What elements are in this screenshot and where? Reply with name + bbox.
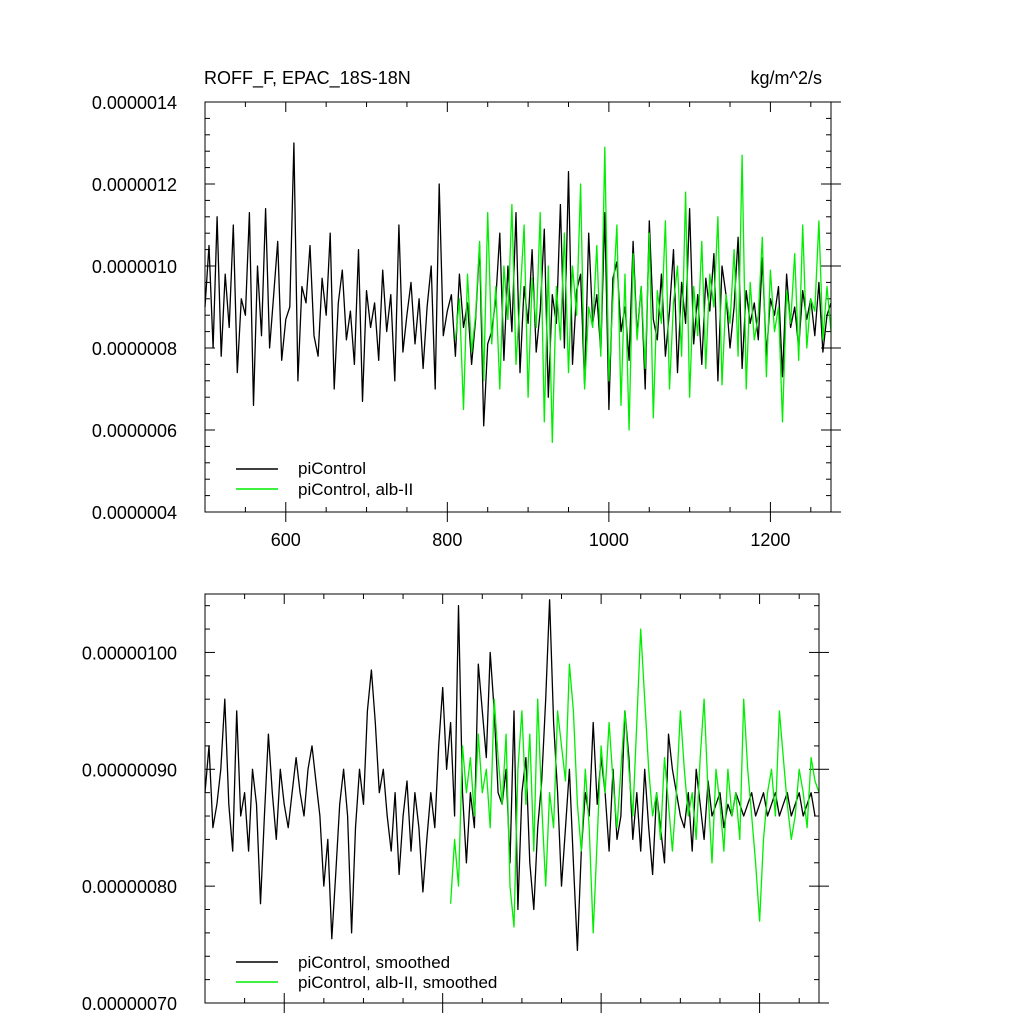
bottom-panel-legend: piControl, smoothed piControl, alb-II, s… (236, 953, 497, 992)
y-tick-label: 0.00000070 (82, 994, 177, 1014)
series-line-picontrol-alb-ii (454, 146, 832, 443)
y-tick-label: 0.0000014 (92, 93, 177, 113)
y-tick-label: 0.00000090 (82, 760, 177, 780)
top-panel-units: kg/m^2/s (751, 68, 822, 88)
bottom-panel-ticks: 0.00000070 0.00000080 0.00000090 0.00000100 (82, 594, 829, 1014)
y-tick-label: 0.00000100 (82, 643, 177, 663)
x-tick-label: 1000 (589, 530, 629, 550)
legend-label-picontrol-smoothed: piControl, smoothed (298, 953, 450, 972)
top-panel-series (204, 142, 832, 443)
series-line-picontrol (204, 599, 816, 952)
top-panel-frame (204, 101, 832, 513)
legend-label-picontrol: piControl (298, 459, 366, 478)
y-tick-label: 0.0000010 (92, 257, 177, 277)
y-tick-label: 0.0000012 (92, 175, 177, 195)
y-tick-label: 0.00000080 (82, 877, 177, 897)
bottom-panel: 0.00000070 0.00000080 0.00000090 0.00000100… (82, 593, 829, 1014)
y-tick-label: 0.0000004 (92, 503, 177, 523)
legend-label-picontrol-alb-ii: piControl, alb-II (298, 480, 413, 499)
top-panel: ROFF_F, EPAC_18S-18N kg/m^2/s 600 800 1000… (92, 68, 841, 550)
x-tick-label: 600 (271, 530, 301, 550)
x-tick-label: 800 (432, 530, 462, 550)
legend-label-picontrol-alb-ii-smoothed: piControl, alb-II, smoothed (298, 973, 497, 992)
top-panel-ticks: 600 800 1000 1200 0.0000004 0.0000006 0.000000… (92, 93, 841, 550)
bottom-panel-frame (204, 593, 820, 1004)
top-panel-title: ROFF_F, EPAC_18S-18N (204, 68, 411, 89)
series-line-picontrol-alb-ii (449, 628, 820, 934)
top-panel-legend: piControl piControl, alb-II (236, 459, 413, 499)
x-tick-label: 1200 (750, 530, 790, 550)
series-line-picontrol (204, 142, 832, 427)
bottom-panel-series (204, 599, 820, 952)
y-tick-label: 0.0000008 (92, 339, 177, 359)
y-tick-label: 0.0000006 (92, 421, 177, 441)
